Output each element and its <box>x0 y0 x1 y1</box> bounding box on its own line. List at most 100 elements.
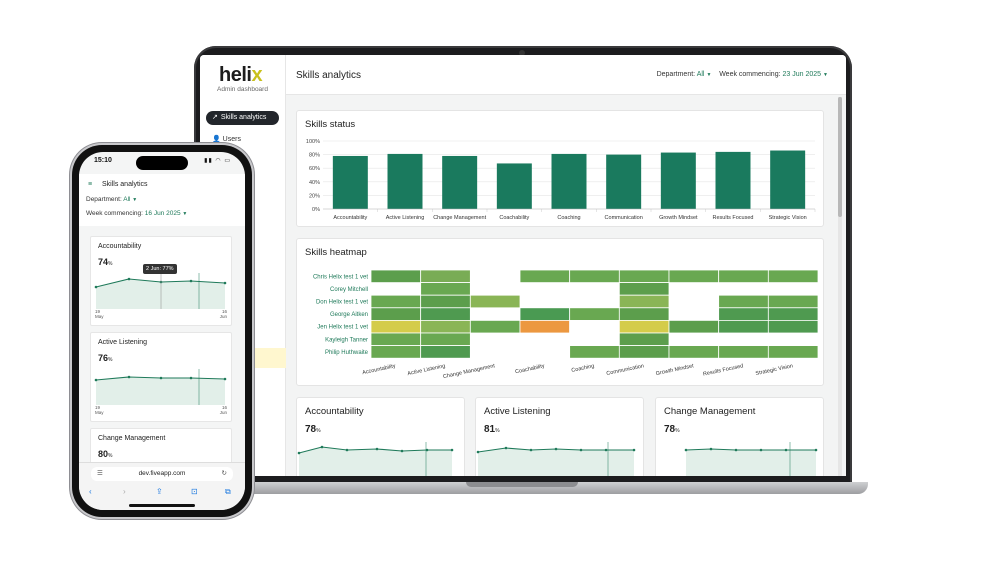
department-filter: Department: All ▼ <box>86 196 137 203</box>
week-select[interactable]: 16 Jun 2025 <box>144 210 181 217</box>
bar <box>332 155 368 209</box>
bookmarks-icon[interactable]: ⊡ <box>191 487 198 496</box>
heatmap-cell <box>618 320 670 334</box>
mini-card-change-management[interactable]: Change Management 78% <box>655 397 824 476</box>
heatmap-cell <box>618 307 670 321</box>
sidebar-item-users[interactable]: 👤 Users <box>212 135 241 143</box>
tabs-icon[interactable]: ☰ <box>97 470 103 477</box>
sparkline-point <box>450 448 454 452</box>
heatmap-cell <box>618 282 670 296</box>
page-title: Skills analytics <box>296 70 362 81</box>
sparkline-point <box>759 448 763 452</box>
browser-bar: ☰ dev.fiveapp.com ↻ ‹ › ⇪ ⊡ ⧉ <box>79 462 245 510</box>
back-icon[interactable]: ‹ <box>89 487 92 496</box>
department-label: Department: <box>86 196 122 203</box>
sparkline-area <box>96 377 225 405</box>
sidebar-item-skills-analytics[interactable]: ↗ Skills analytics <box>206 111 279 125</box>
reload-icon[interactable]: ↻ <box>221 470 227 477</box>
bar <box>387 153 423 209</box>
sparkline-area <box>478 448 634 476</box>
mobile-card-active-listening[interactable]: Active Listening 76% 19 May 16 Jun <box>90 332 232 422</box>
status-icons: ▮▮ ◠ ▭ <box>204 158 231 164</box>
sparkline-point <box>189 279 193 283</box>
y-tick-label: 100% <box>306 139 320 145</box>
mobile-card-change-management[interactable]: Change Management 80% <box>90 428 232 468</box>
card-value: 80% <box>98 449 113 459</box>
trend-sparkline <box>94 269 227 309</box>
mobile-card-accountability[interactable]: Accountability 74% 19 May 16 Jun <box>90 236 232 326</box>
bar <box>551 153 587 209</box>
department-select[interactable]: All <box>123 196 131 203</box>
department-label: Department: <box>656 71 696 78</box>
card-title: Change Management <box>664 406 756 417</box>
sparkline-point <box>127 277 131 281</box>
sparkline-area <box>96 279 225 309</box>
scrollbar-thumb[interactable] <box>838 97 842 217</box>
heatmap-cell <box>618 332 670 347</box>
sparkline-point <box>345 448 349 452</box>
x-axis-start: 19 May <box>95 309 104 319</box>
heatmap-cell <box>370 345 422 359</box>
chevron-down-icon[interactable]: ▼ <box>132 197 138 203</box>
user-icon: 👤 <box>212 136 221 143</box>
bar <box>715 151 751 209</box>
trend-sparkline <box>94 369 227 405</box>
heatmap-cell <box>618 269 670 284</box>
filters: Department: All ▼ Week commencing: 23 Jun… <box>657 71 828 78</box>
trend-sparkline <box>684 442 818 476</box>
sparkline-line <box>685 448 816 451</box>
hamburger-icon[interactable]: ≡ <box>88 181 93 188</box>
heatmap-row-label: Jen Helix test 1 vet <box>317 325 368 331</box>
page-title: Skills analytics <box>102 181 148 188</box>
week-filter: Week commencing: 16 Jun 2025 ▼ <box>86 210 187 217</box>
sparkline-point <box>684 448 688 452</box>
chevron-down-icon[interactable]: ▼ <box>706 72 712 78</box>
sparkline-point <box>297 451 301 455</box>
card-title: Skills status <box>305 119 356 130</box>
y-tick-label: 20% <box>309 193 320 199</box>
sidebar-item-label: Users <box>222 136 241 143</box>
week-select[interactable]: 23 Jun 2025 <box>782 71 822 78</box>
heatmap-cell <box>519 307 571 321</box>
mini-card-active-listening[interactable]: Active Listening 81% <box>475 397 644 476</box>
mini-card-accountability[interactable]: Accountability 78% <box>296 397 465 476</box>
url-field[interactable]: ☰ dev.fiveapp.com ↻ <box>91 467 233 481</box>
scrollbar[interactable] <box>838 97 842 476</box>
dynamic-island <box>136 156 188 170</box>
heatmap-column-label: Strategic Vision <box>755 363 794 377</box>
week-label: Week commencing: <box>719 71 781 78</box>
x-axis-end: 16 Jun <box>219 309 227 319</box>
sparkline-point <box>223 281 227 285</box>
x-tick-label: Results Focused <box>713 215 754 221</box>
card-value: 78% <box>664 424 680 435</box>
share-icon[interactable]: ⇪ <box>156 487 163 496</box>
department-select[interactable]: All <box>696 71 705 78</box>
card-title: Accountability <box>98 243 142 250</box>
heatmap-cell <box>718 294 769 309</box>
heatmap-column-label: Change Management <box>443 363 496 380</box>
forward-icon[interactable]: › <box>123 487 126 496</box>
sparkline-point <box>94 378 98 382</box>
sidebar-item-label: Skills analytics <box>220 114 267 121</box>
heatmap-cell <box>668 345 720 359</box>
sparkline-point <box>127 375 131 379</box>
mobile-header: ≡ Skills analytics Department: All ▼ Wee… <box>79 174 245 226</box>
helix-logo[interactable]: helix <box>219 64 263 86</box>
card-value: 76% <box>98 353 113 363</box>
trend-sparkline <box>297 442 454 476</box>
laptop-camera <box>519 50 525 56</box>
tabs-overview-icon[interactable]: ⧉ <box>225 487 231 496</box>
sparkline-point <box>529 448 533 452</box>
url-text: dev.fiveapp.com <box>138 470 186 477</box>
heatmap-column-label: Coachability <box>515 363 546 375</box>
bar <box>660 152 696 209</box>
card-value: 81% <box>484 424 500 435</box>
chevron-down-icon[interactable]: ▼ <box>182 211 188 217</box>
heatmap-row-label: Philip Huthwaite <box>325 350 369 356</box>
chevron-down-icon[interactable]: ▼ <box>823 72 828 78</box>
sparkline-point <box>223 377 227 381</box>
card-title: Accountability <box>305 406 364 417</box>
bar <box>606 154 642 209</box>
heatmap-cell <box>420 282 471 296</box>
sparkline-point <box>554 447 558 451</box>
